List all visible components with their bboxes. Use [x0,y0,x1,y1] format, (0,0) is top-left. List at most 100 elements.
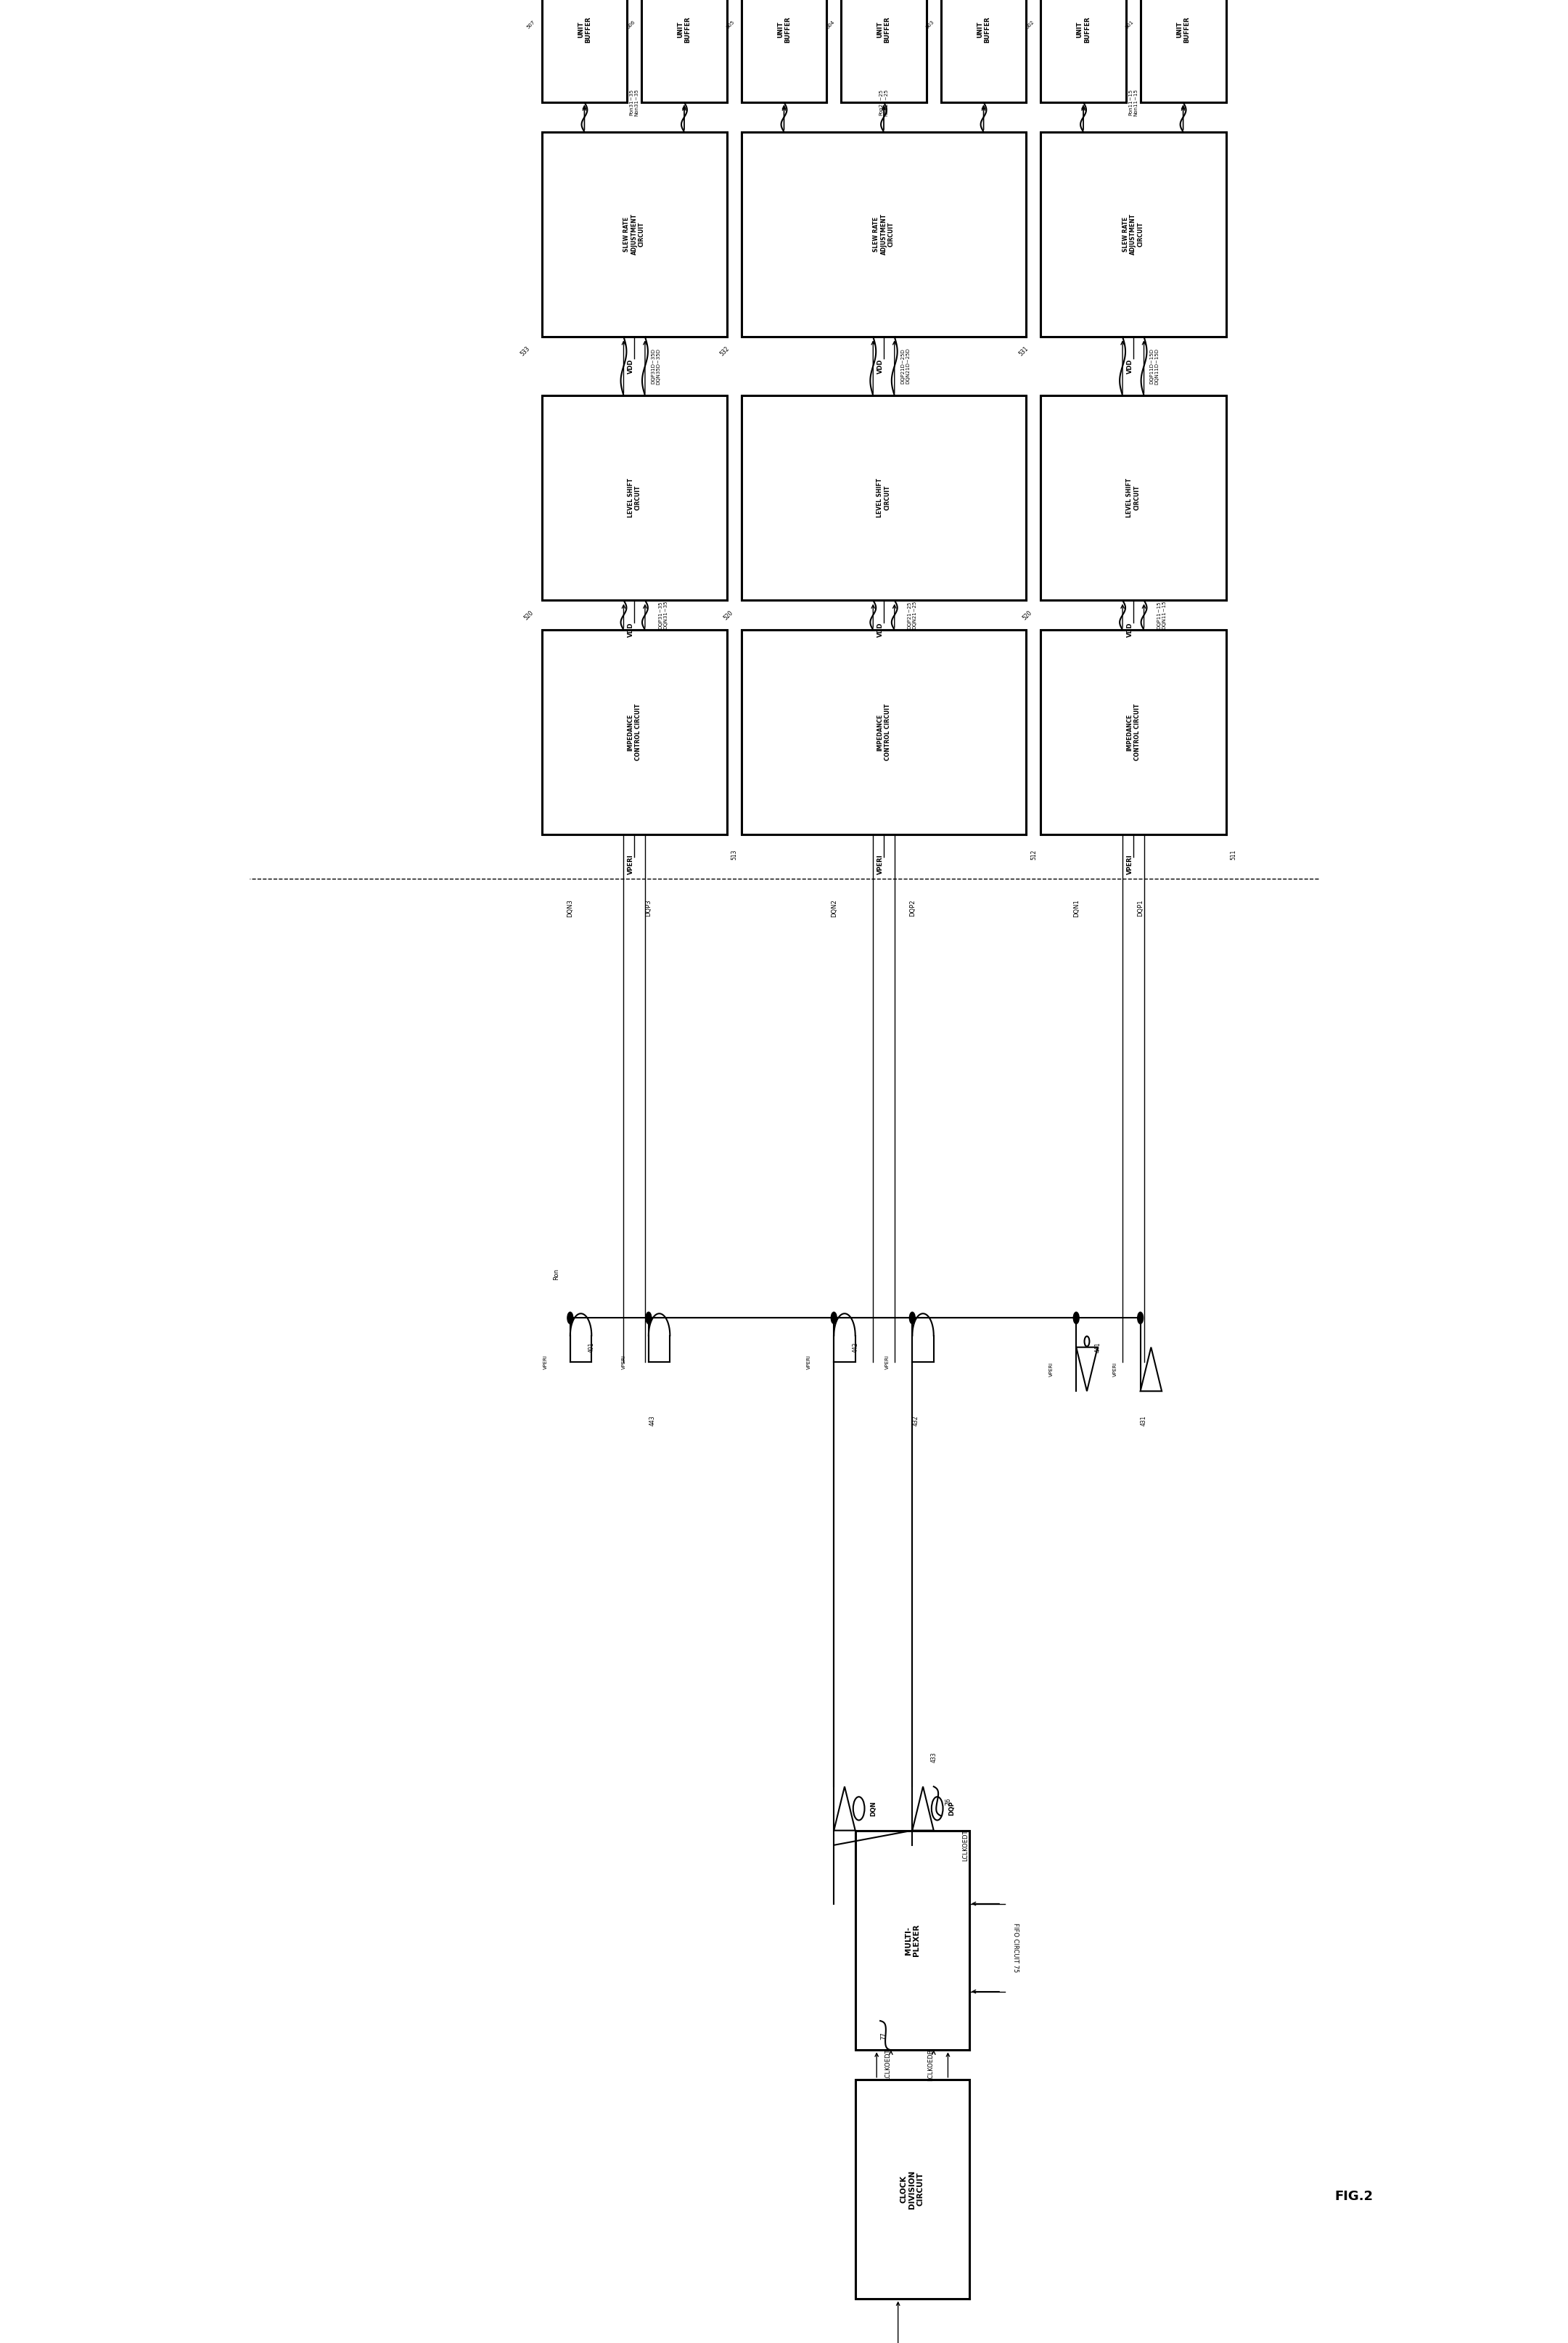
Text: 432: 432 [913,1415,919,1425]
Text: MULTI-
PLEXER: MULTI- PLEXER [905,1924,920,1956]
Polygon shape [855,1830,969,2050]
Polygon shape [541,630,728,834]
Polygon shape [1041,396,1226,600]
Polygon shape [1140,0,1226,103]
Text: UNIT
BUFFER: UNIT BUFFER [877,16,891,42]
Text: DQP2: DQP2 [909,900,916,916]
Circle shape [831,1312,837,1324]
Text: 76: 76 [944,1797,952,1804]
Text: DQP1: DQP1 [1137,900,1143,916]
Text: VDD: VDD [877,623,884,637]
Text: VPERI: VPERI [543,1354,547,1368]
Polygon shape [1041,131,1226,337]
Polygon shape [1041,630,1226,834]
Text: FIG.2: FIG.2 [1334,2191,1374,2202]
Text: VPERI: VPERI [886,1354,889,1368]
Text: 506: 506 [626,19,635,28]
Text: DQN3: DQN3 [568,900,574,916]
Text: 443: 443 [649,1415,655,1427]
Text: Ron: Ron [552,1268,560,1279]
Text: VDD: VDD [627,623,635,637]
Text: UNIT
BUFFER: UNIT BUFFER [778,16,790,42]
Text: DQP11D~15D
DQN11D~15D: DQP11D~15D DQN11D~15D [1149,347,1159,384]
Text: 533: 533 [519,344,532,358]
Text: 77: 77 [881,2031,887,2038]
Text: DQN1: DQN1 [1073,900,1079,916]
Text: Pon11~15
Non11~15: Pon11~15 Non11~15 [1129,89,1138,117]
Circle shape [909,1312,916,1324]
Text: DQN: DQN [870,1802,877,1816]
Polygon shape [742,0,826,103]
Polygon shape [1041,0,1126,103]
Text: 501: 501 [1124,19,1135,28]
Text: LEVEL SHIFT
CIRCUIT: LEVEL SHIFT CIRCUIT [1126,478,1140,518]
Text: 504: 504 [825,19,836,28]
Circle shape [1074,1312,1079,1324]
Text: Pon31~35
Non31~35: Pon31~35 Non31~35 [630,89,640,117]
Text: VPERI: VPERI [808,1354,811,1368]
Text: 513: 513 [731,848,737,860]
Text: LEVEL SHIFT
CIRCUIT: LEVEL SHIFT CIRCUIT [627,478,641,518]
Circle shape [646,1312,651,1324]
Text: VDD: VDD [1127,623,1134,637]
Text: IMPEDANCE
CONTROL CIRCUIT: IMPEDANCE CONTROL CIRCUIT [1126,703,1140,761]
Polygon shape [541,0,627,103]
Polygon shape [840,0,927,103]
Text: UNIT
BUFFER: UNIT BUFFER [1176,16,1190,42]
Text: FIFO CIRCUIT 75: FIFO CIRCUIT 75 [1013,1924,1019,1973]
Polygon shape [742,396,1027,600]
Text: SLEW RATE
ADJUSTMENT
CIRCUIT: SLEW RATE ADJUSTMENT CIRCUIT [873,213,895,255]
Text: DQP11~15
DQN11~15: DQP11~15 DQN11~15 [1157,600,1167,630]
Polygon shape [742,630,1027,834]
Text: 505: 505 [726,19,735,28]
Text: LCLKOEDT: LCLKOEDT [884,2050,891,2081]
Text: 520: 520 [1021,609,1033,621]
Text: VDD: VDD [877,358,884,373]
Text: 511: 511 [1229,848,1237,860]
Polygon shape [855,2081,969,2298]
Text: SLEW RATE
ADJUSTMENT
CIRCUIT: SLEW RATE ADJUSTMENT CIRCUIT [624,213,644,255]
Text: VDD: VDD [1127,358,1134,373]
Text: UNIT
BUFFER: UNIT BUFFER [977,16,991,42]
Text: VPERI: VPERI [1127,853,1134,874]
Text: UNIT
BUFFER: UNIT BUFFER [1076,16,1090,42]
Text: VPERI: VPERI [1049,1361,1054,1375]
Polygon shape [941,0,1027,103]
Text: DQP21~25
DQN21~25: DQP21~25 DQN21~25 [908,600,917,630]
Text: DQN2: DQN2 [831,900,837,916]
Text: 442: 442 [851,1343,859,1352]
Polygon shape [742,131,1027,337]
Text: IMPEDANCE
CONTROL CIRCUIT: IMPEDANCE CONTROL CIRCUIT [877,703,891,761]
Text: SLEW RATE
ADJUSTMENT
CIRCUIT: SLEW RATE ADJUSTMENT CIRCUIT [1123,213,1145,255]
Text: LEVEL SHIFT
CIRCUIT: LEVEL SHIFT CIRCUIT [877,478,891,518]
Text: DQP: DQP [949,1802,955,1816]
Text: VDD: VDD [627,358,635,373]
Text: VPERI: VPERI [621,1354,626,1368]
Polygon shape [641,0,728,103]
Polygon shape [541,396,728,600]
Text: DQP31~35
DQN31~35: DQP31~35 DQN31~35 [659,600,668,630]
Text: Pon21~25
Non21~25: Pon21~25 Non21~25 [880,89,889,117]
Text: VPERI: VPERI [1113,1361,1118,1375]
Text: 401: 401 [588,1343,594,1352]
Text: 507: 507 [525,19,536,28]
Text: LCLKOEDT: LCLKOEDT [963,1830,969,1860]
Text: 531: 531 [1018,344,1030,358]
Text: 520: 520 [522,609,535,621]
Text: VPERI: VPERI [627,853,635,874]
Text: 512: 512 [1030,848,1036,860]
Text: 502: 502 [1025,19,1035,28]
Text: 431: 431 [1140,1415,1148,1425]
Text: UNIT
BUFFER: UNIT BUFFER [677,16,691,42]
Text: 503: 503 [925,19,935,28]
Text: UNIT
BUFFER: UNIT BUFFER [577,16,591,42]
Text: LCLKOEDB: LCLKOEDB [927,2048,933,2081]
Text: DQP21D~25D
DQN21D~25D: DQP21D~25D DQN21D~25D [900,349,909,384]
Text: DQP31D~35D
DQN35D~35D: DQP31D~35D DQN35D~35D [651,349,660,384]
Circle shape [568,1312,572,1324]
Circle shape [1137,1312,1143,1324]
Text: 520: 520 [721,609,734,621]
Text: 433: 433 [930,1753,938,1762]
Text: IMPEDANCE
CONTROL CIRCUIT: IMPEDANCE CONTROL CIRCUIT [627,703,641,761]
Polygon shape [541,131,728,337]
